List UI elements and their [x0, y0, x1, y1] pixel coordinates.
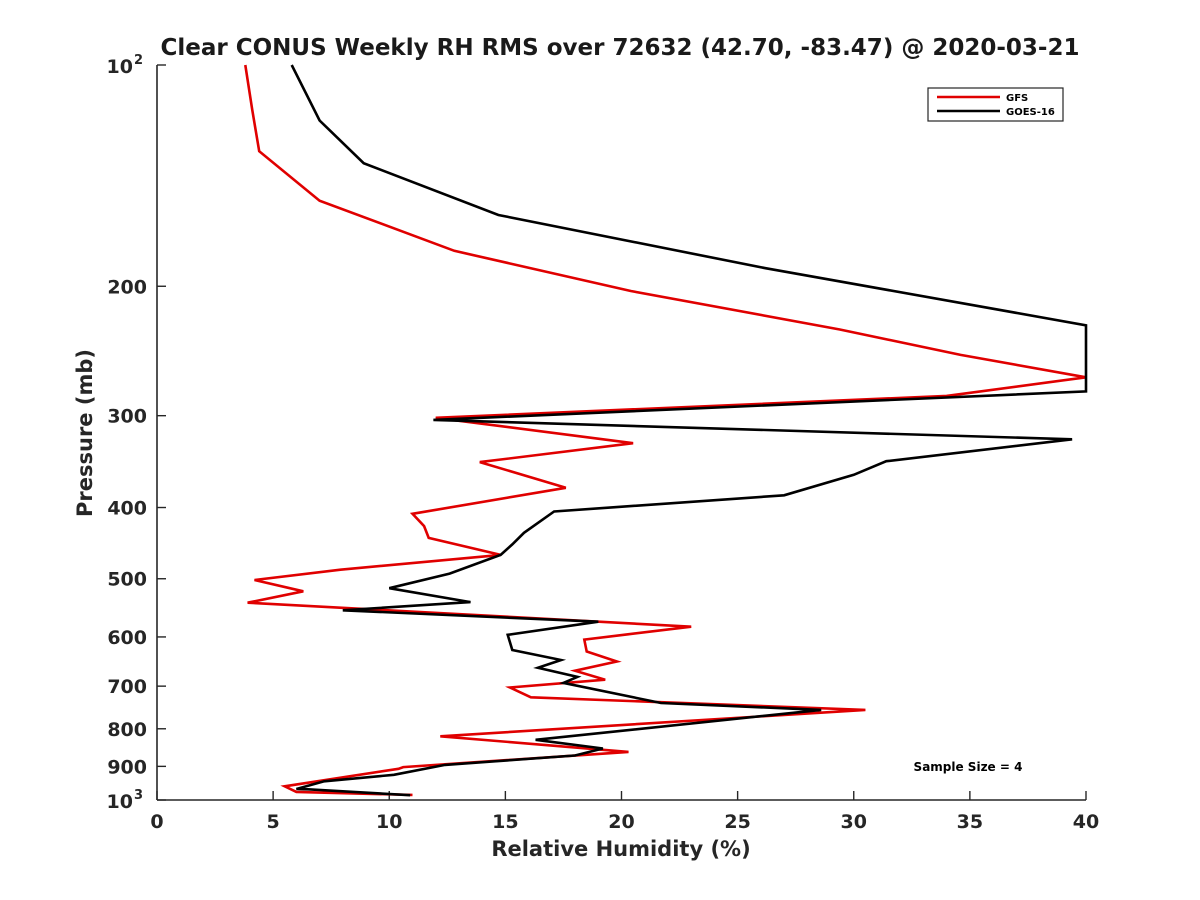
series-lines: [244, 64, 1088, 797]
y-axis-label: Pressure (mb): [73, 349, 97, 517]
x-tick-label: 25: [724, 811, 750, 833]
x-tick-label: 15: [492, 811, 518, 833]
x-tick-label: 35: [957, 811, 983, 833]
legend: GFS GOES-16: [927, 87, 1064, 122]
y-tick-label: 700: [107, 676, 147, 698]
series-line-gfs: [244, 64, 1087, 797]
legend-entry: GFS: [1006, 93, 1028, 104]
y-tick-label: 600: [107, 627, 147, 649]
y-tick-label: 300: [107, 406, 147, 428]
y-tick-label: 10: [107, 56, 133, 78]
y-tick-label: 400: [107, 498, 147, 520]
series-line-goes-16: [290, 64, 1088, 797]
chart-title: Clear CONUS Weekly RH RMS over 72632 (42…: [161, 35, 1080, 61]
x-tick-label: 5: [267, 811, 280, 833]
legend-entry: GOES-16: [1006, 107, 1055, 118]
y-tick-label: 200: [107, 276, 147, 298]
x-tick-label: 40: [1073, 811, 1099, 833]
sample-size-annotation: Sample Size = 4: [914, 760, 1023, 774]
x-tick-label: 0: [150, 811, 163, 833]
y-tick-exponent: 3: [134, 788, 143, 803]
x-tick-label: 30: [841, 811, 867, 833]
y-tick-exponent: 2: [134, 53, 143, 68]
x-tick-label: 10: [376, 811, 402, 833]
x-axis-label: Relative Humidity (%): [491, 837, 750, 861]
y-tick-label: 10: [107, 791, 133, 813]
y-tick-label: 900: [107, 756, 147, 778]
y-tick-label: 500: [107, 569, 147, 591]
x-tick-label: 20: [608, 811, 634, 833]
y-tick-label: 800: [107, 719, 147, 741]
legend-box: [927, 87, 1064, 122]
